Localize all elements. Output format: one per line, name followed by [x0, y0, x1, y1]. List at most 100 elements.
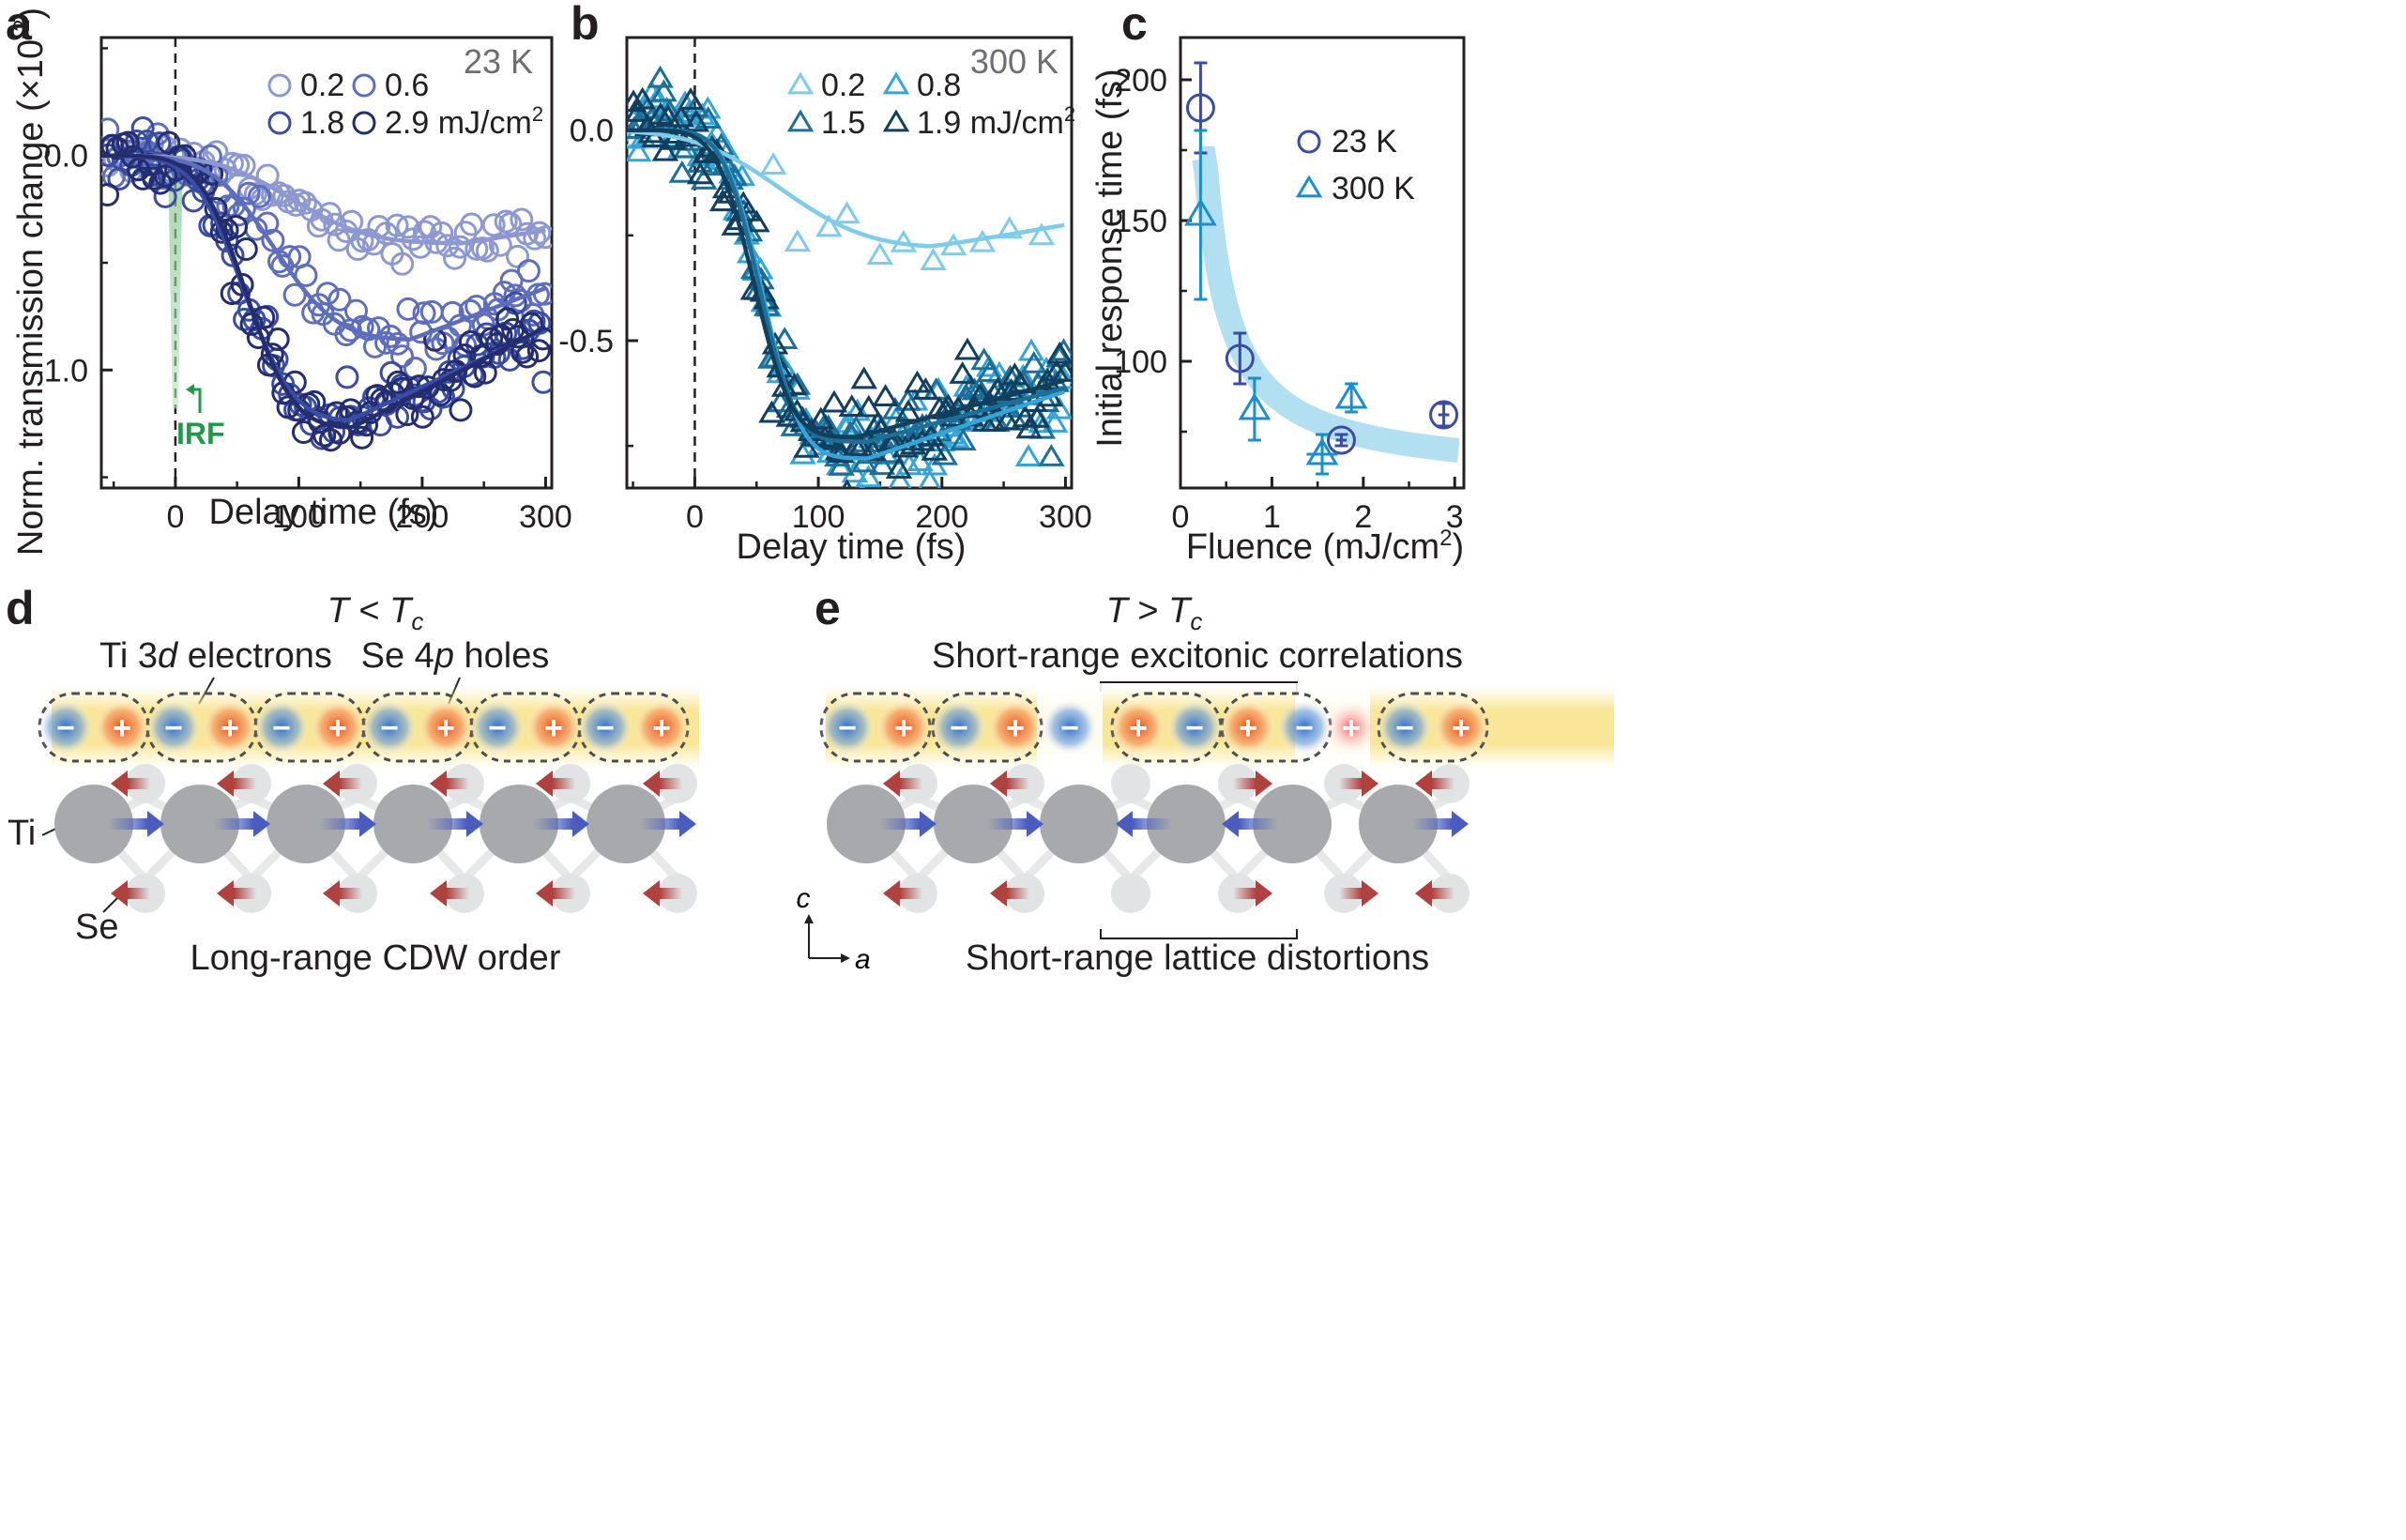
legend-label-2.9: 2.9 mJ/cm2 — [385, 102, 543, 141]
data-point — [390, 344, 415, 369]
data-point — [855, 465, 882, 488]
arrow-shaft — [900, 888, 922, 899]
electron-blob — [819, 699, 876, 755]
se-displacement-arrow — [883, 880, 922, 907]
arrow-shaft — [320, 818, 359, 830]
diagram-d-bottom-label: Long-range CDW order — [190, 938, 561, 978]
data-point — [1225, 343, 1255, 374]
data-point — [386, 331, 410, 356]
legend: 23 K 300 K — [1295, 124, 1415, 206]
data-point — [976, 359, 1004, 382]
data-point — [921, 437, 949, 461]
hole-blob — [633, 699, 690, 755]
diagram-d-se-label: Se — [75, 907, 118, 947]
arrow-head — [1362, 880, 1378, 907]
data-point — [647, 101, 675, 125]
free-electron-blob — [1042, 699, 1098, 755]
data-point — [499, 268, 524, 293]
legend-marker — [882, 71, 910, 95]
se-displacement-arrow — [1415, 770, 1454, 797]
arrow-shaft — [1412, 818, 1452, 830]
data-point — [531, 370, 552, 394]
ti-displacement-arrow — [533, 811, 589, 837]
data-point — [949, 361, 976, 384]
chart-a-ylabel-exp: -2 — [9, 20, 35, 39]
arrow-head — [1415, 880, 1432, 907]
ti-displacement-arrow — [1412, 811, 1469, 837]
electron-charge: − — [272, 710, 291, 746]
data-point — [629, 86, 656, 110]
data-point — [1050, 338, 1072, 361]
hole-blob — [1433, 699, 1489, 755]
electron-charge: − — [1295, 710, 1314, 746]
legend-marker — [1297, 130, 1321, 154]
data-point — [449, 398, 473, 422]
data-layer — [101, 116, 552, 452]
plot-frame — [1179, 36, 1466, 490]
arrow-head — [253, 811, 270, 837]
electron-blob — [1377, 699, 1433, 755]
data-point — [323, 212, 347, 236]
hole-charge: + — [1129, 710, 1148, 746]
arrow-head — [536, 770, 553, 797]
x-tick-label: 100 — [272, 499, 326, 535]
chart-b-temperature: 300 K — [970, 42, 1058, 81]
ti-atom — [586, 785, 665, 863]
electron-blob — [931, 699, 987, 755]
arrow-head — [323, 770, 340, 797]
diagram-d: T < Tc Ti 3d electrons Se 4p holes Ti Se… — [8, 591, 699, 978]
arrow-head — [1256, 880, 1272, 907]
data-layer — [627, 65, 1072, 488]
legend-label: 300 K — [1332, 171, 1415, 206]
ti-atom — [1147, 785, 1226, 863]
data-point — [997, 377, 1025, 401]
chart-b: 0 100 200 300 -0.5 0.0 0.2 0.8 1.5 1.9 mJ/cm2 — [558, 36, 1092, 535]
se-displacement-arrow — [430, 770, 469, 797]
electron-blob — [38, 699, 94, 755]
hole-charge: + — [328, 710, 347, 746]
exciton-pair: − + — [1377, 692, 1489, 763]
data-point — [627, 99, 652, 122]
arrow-head — [1027, 811, 1043, 837]
data-point — [101, 182, 120, 206]
arrow-shaft — [1339, 888, 1362, 899]
data-point — [1015, 416, 1043, 439]
legend-label-0.2: 0.2 — [821, 68, 865, 103]
diagram-e: T > Tc Short-range excitonic correlation… — [797, 591, 1614, 978]
data-point — [1334, 381, 1368, 409]
arrow-shaft — [340, 888, 362, 899]
data-point — [847, 434, 875, 457]
arrow-head — [1452, 811, 1469, 837]
ti-atom — [480, 785, 558, 863]
exciton-pair: − + — [38, 692, 150, 763]
data-point — [931, 442, 958, 465]
ti-displacement-arrow — [427, 811, 483, 837]
y-tick-label: -1.0 — [33, 353, 88, 389]
hole-charge: + — [113, 710, 131, 746]
data-point — [1185, 93, 1215, 123]
fit-line-2.9 — [101, 153, 547, 430]
hole-charge: + — [652, 710, 671, 746]
arrow-shaft — [234, 888, 256, 899]
axis-a-label: a — [855, 944, 871, 975]
x-tick-label: 2 — [1354, 499, 1372, 535]
se-displacement-arrow — [430, 880, 469, 907]
chart-c-xlabel: Fluence (mJ/cm2) — [1186, 526, 1464, 567]
ti-atom — [54, 785, 133, 863]
arrow-head — [111, 880, 128, 907]
ti-atom — [934, 785, 1013, 863]
x-tick-label: 0 — [686, 499, 704, 535]
arrow-head — [1116, 811, 1133, 837]
arrow-head — [1362, 770, 1378, 797]
data-point — [130, 116, 155, 141]
arrow-shaft — [234, 778, 256, 789]
data-point — [458, 329, 482, 354]
ti-displacement-arrow — [320, 811, 376, 837]
data-point — [250, 187, 274, 211]
data-point — [419, 215, 443, 239]
data-point — [148, 171, 173, 195]
arrow-shaft — [1339, 778, 1362, 789]
x-tick-label: 300 — [1039, 499, 1092, 535]
data-point — [480, 327, 504, 351]
exciton-pair: − + — [361, 692, 474, 763]
